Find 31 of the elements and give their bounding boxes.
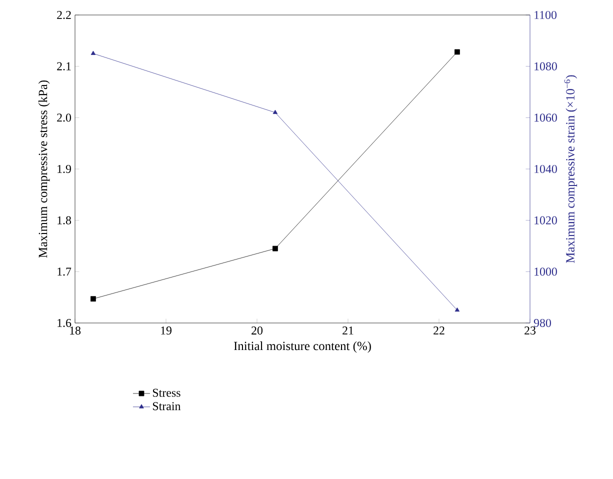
legend-label: Strain xyxy=(152,402,181,410)
x-tick-label: 18 xyxy=(70,326,81,335)
y-tick-label: 2.0 xyxy=(57,114,72,122)
y2-axis-title: Maximum compressive strain (×10$^{−6}$) xyxy=(564,75,578,263)
point xyxy=(90,296,96,302)
point xyxy=(454,49,460,55)
y-tick-label: 1.8 xyxy=(58,216,72,224)
x-axis-title: Initial moisture content (%) xyxy=(234,341,371,353)
x-tick-label: 20 xyxy=(252,326,263,335)
y2-tick-label: 1060 xyxy=(534,114,557,122)
point xyxy=(90,50,96,55)
y2-tick-label: 1100 xyxy=(534,10,557,20)
point xyxy=(272,110,278,114)
y2-tick-label: 980 xyxy=(534,318,551,328)
x-tick-label: 23 xyxy=(524,326,536,335)
point xyxy=(272,246,278,252)
x-tick-label: 22 xyxy=(434,326,444,334)
x-tick-label: 21 xyxy=(342,326,354,334)
y2-tick-label: 1000 xyxy=(534,268,557,276)
y-tick-label: 1.7 xyxy=(58,268,72,276)
legend-label: Stress xyxy=(152,388,180,397)
x-tick-label: 19 xyxy=(161,326,172,335)
y-tick-label: 1.9 xyxy=(58,164,71,174)
y-axis-title: Maximum compressive stress (kPa) xyxy=(38,80,50,258)
y-tick-label: 1.6 xyxy=(58,318,72,328)
y-tick-label: 2.1 xyxy=(57,62,71,70)
y2-tick-label: 1080 xyxy=(534,62,557,70)
y2-tick-label: 1020 xyxy=(534,216,557,224)
point xyxy=(454,307,460,312)
y-tick-label: 2.2 xyxy=(57,10,71,20)
y2-tick-label: 1040 xyxy=(534,164,557,174)
